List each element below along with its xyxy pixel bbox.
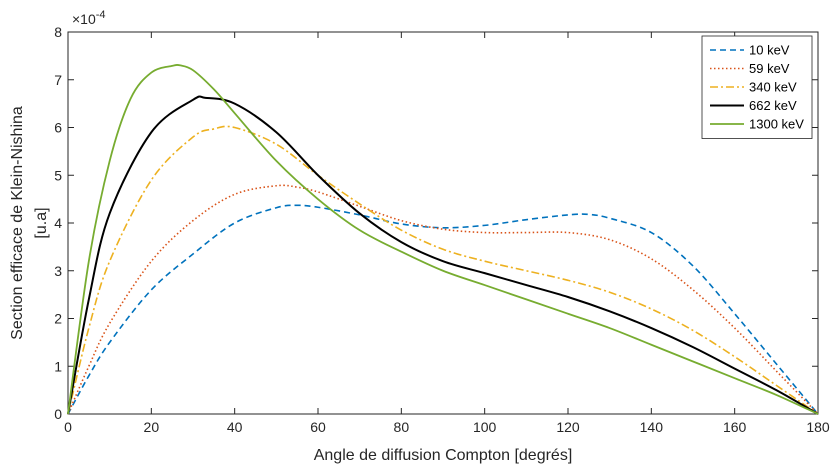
x-tick-label: 120 (556, 419, 580, 435)
x-tick-label: 180 (806, 419, 830, 435)
legend-box (701, 35, 813, 139)
legend-label: 10 keV (749, 43, 790, 58)
plot-area-frame (67, 31, 819, 415)
x-axis-label: Angle de diffusion Compton [degrés] (314, 447, 573, 464)
y-tick-label: 2 (54, 311, 62, 327)
y-tick-label: 1 (54, 358, 62, 374)
y-tick-label: 7 (54, 72, 62, 88)
x-tick-label: 160 (723, 419, 747, 435)
y-tick-label: 4 (54, 215, 62, 231)
legend-label: 662 keV (749, 98, 797, 113)
legend-label: 340 keV (749, 80, 797, 95)
x-tick-label: 20 (144, 419, 160, 435)
x-tick-label: 40 (227, 419, 243, 435)
y-tick-label: 6 (54, 120, 62, 136)
exponent-label: ×10-4 (72, 9, 106, 27)
y-tick-label: 3 (54, 263, 62, 279)
y-tick-label: 0 (54, 406, 62, 422)
axes: 0 20 40 60 80 100 120 140 160 180 0 1 2 3 4 5 6 7 8 (54, 24, 830, 435)
x-tick-label: 100 (473, 419, 497, 435)
legend: 10 keV 59 keV 340 keV 662 keV 1300 keV (701, 35, 813, 139)
legend-label: 59 keV (749, 61, 790, 76)
x-tick-label: 80 (394, 419, 410, 435)
series-line-1300-kev (67, 64, 819, 415)
exponent-power: -4 (96, 9, 106, 21)
x-tick-label: 140 (640, 419, 664, 435)
series-line-662-kev (67, 95, 819, 415)
y-axis-label-line-1: Section efficace de Klein-Nishina (9, 106, 26, 340)
exponent-base: ×10 (72, 11, 96, 27)
series-layer (67, 64, 819, 415)
y-tick-label: 8 (54, 24, 62, 40)
x-tick-label: 60 (310, 419, 326, 435)
y-tick-label: 5 (54, 167, 62, 183)
y-axis-label-line-2: [u.a] (33, 207, 50, 238)
legend-label: 1300 keV (749, 117, 804, 132)
series-line-10-kev (67, 204, 819, 415)
x-tick-label: 0 (64, 419, 72, 435)
